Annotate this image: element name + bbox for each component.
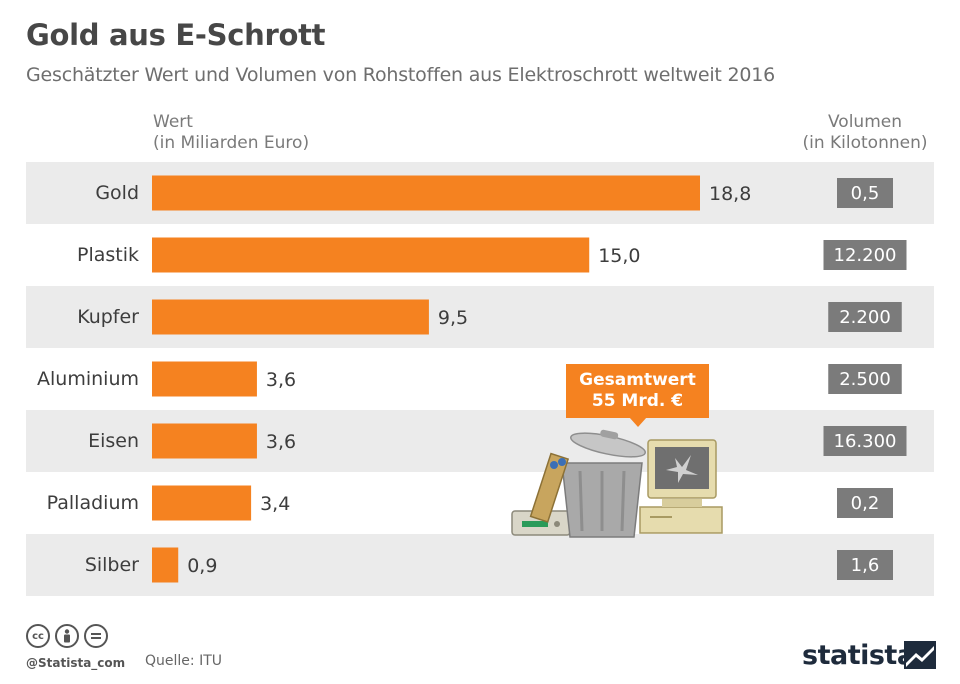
license-icons: cc xyxy=(26,624,108,648)
crt-monitor-icon xyxy=(639,439,723,534)
value-bar xyxy=(152,237,590,273)
volume-label: 1,6 xyxy=(851,555,880,576)
nd-icon xyxy=(84,624,108,648)
value-label: 0,9 xyxy=(187,555,217,577)
category-label: Eisen xyxy=(88,430,139,452)
volume-column-unit: (in Kilotonnen) xyxy=(802,133,928,153)
volume-label: 0,2 xyxy=(851,493,880,514)
volume-box xyxy=(837,488,893,518)
total-value-badge: Gesamtwert 55 Mrd. € xyxy=(566,364,709,427)
value-label: 3,6 xyxy=(266,431,296,453)
value-bar xyxy=(152,423,257,459)
volume-box xyxy=(823,240,907,270)
value-column-header: Wert (in Miliarden Euro) xyxy=(153,112,309,154)
source-note: Quelle: ITU xyxy=(145,653,222,669)
value-bar xyxy=(152,175,700,211)
total-value-label: Gesamtwert xyxy=(579,370,696,390)
volume-label: 0,5 xyxy=(851,183,880,204)
page-subtitle: Geschätzter Wert und Volumen von Rohstof… xyxy=(26,64,776,86)
statista-brand[interactable]: statista xyxy=(802,640,915,671)
value-label: 3,4 xyxy=(260,493,290,515)
category-label: Gold xyxy=(95,182,139,204)
total-value-amount: 55 Mrd. € xyxy=(591,391,684,411)
category-label: Palladium xyxy=(47,492,139,514)
volume-column-title: Volumen xyxy=(827,112,902,132)
volume-label: 12.200 xyxy=(834,245,897,266)
trash-can-icon xyxy=(529,429,646,538)
category-label: Silber xyxy=(85,554,139,576)
value-label: 9,5 xyxy=(438,307,468,329)
category-label: Kupfer xyxy=(77,306,139,328)
volume-box xyxy=(837,550,893,580)
volume-label: 2.200 xyxy=(839,307,891,328)
volume-box xyxy=(823,426,907,456)
volume-label: 16.300 xyxy=(834,431,897,452)
value-column-unit: (in Miliarden Euro) xyxy=(153,133,310,153)
value-column-title: Wert xyxy=(153,112,193,132)
value-bar xyxy=(152,485,252,521)
statista-logo-icon xyxy=(904,641,936,669)
value-bar xyxy=(152,547,179,583)
category-label: Plastik xyxy=(77,244,139,266)
cc-icon: cc xyxy=(26,624,50,648)
volume-box xyxy=(828,364,902,394)
by-icon xyxy=(55,624,79,648)
value-bar xyxy=(152,361,257,397)
value-label: 3,6 xyxy=(266,369,296,391)
page-title: Gold aus E-Schrott xyxy=(26,18,326,52)
value-label: 18,8 xyxy=(709,183,751,205)
twitter-handle[interactable]: @Statista_com xyxy=(26,656,126,670)
volume-box xyxy=(837,178,893,208)
value-bar xyxy=(152,299,429,335)
volume-box xyxy=(828,302,902,332)
category-label: Aluminium xyxy=(37,368,139,390)
volume-column-header: Volumen (in Kilotonnen) xyxy=(792,112,938,154)
value-label: 15,0 xyxy=(598,245,640,267)
volume-label: 2.500 xyxy=(839,369,891,390)
e-waste-illustration xyxy=(511,429,723,538)
